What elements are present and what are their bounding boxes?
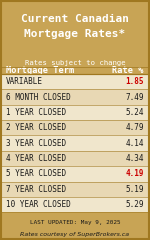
- Text: Mortgage Rates*: Mortgage Rates*: [24, 29, 126, 39]
- Text: Rate %: Rate %: [112, 66, 144, 75]
- FancyBboxPatch shape: [0, 105, 150, 120]
- FancyBboxPatch shape: [0, 89, 150, 105]
- Text: 7.49: 7.49: [126, 92, 144, 102]
- Text: 4.34: 4.34: [126, 154, 144, 163]
- Text: 1 YEAR CLOSED: 1 YEAR CLOSED: [6, 108, 66, 117]
- Text: 4.79: 4.79: [126, 123, 144, 132]
- Text: 4.14: 4.14: [126, 139, 144, 148]
- Text: 5.19: 5.19: [126, 185, 144, 194]
- FancyBboxPatch shape: [0, 74, 150, 89]
- Text: 7 YEAR CLOSED: 7 YEAR CLOSED: [6, 185, 66, 194]
- Text: 5 YEAR CLOSED: 5 YEAR CLOSED: [6, 169, 66, 178]
- Text: Current Canadian: Current Canadian: [21, 14, 129, 24]
- Text: 3 YEAR CLOSED: 3 YEAR CLOSED: [6, 139, 66, 148]
- Text: Mortgage Term: Mortgage Term: [6, 66, 74, 75]
- FancyBboxPatch shape: [0, 182, 150, 197]
- FancyBboxPatch shape: [0, 120, 150, 135]
- Text: 6 MONTH CLOSED: 6 MONTH CLOSED: [6, 92, 71, 102]
- Text: 1.85: 1.85: [126, 77, 144, 86]
- FancyBboxPatch shape: [0, 151, 150, 166]
- Text: VARIABLE: VARIABLE: [6, 77, 43, 86]
- Text: 4.19: 4.19: [126, 169, 144, 178]
- Text: Rates subject to change: Rates subject to change: [25, 60, 125, 66]
- FancyBboxPatch shape: [0, 67, 150, 74]
- Text: 10 YEAR CLOSED: 10 YEAR CLOSED: [6, 200, 71, 209]
- FancyBboxPatch shape: [0, 197, 150, 212]
- FancyBboxPatch shape: [0, 135, 150, 151]
- Text: 2 YEAR CLOSED: 2 YEAR CLOSED: [6, 123, 66, 132]
- FancyBboxPatch shape: [0, 166, 150, 182]
- Text: Rates courtesy of SuperBrokers.ca: Rates courtesy of SuperBrokers.ca: [20, 232, 130, 237]
- Text: 5.29: 5.29: [126, 200, 144, 209]
- Text: LAST UPDATED: May 9, 2025: LAST UPDATED: May 9, 2025: [30, 220, 120, 225]
- Text: 4 YEAR CLOSED: 4 YEAR CLOSED: [6, 154, 66, 163]
- Text: 5.24: 5.24: [126, 108, 144, 117]
